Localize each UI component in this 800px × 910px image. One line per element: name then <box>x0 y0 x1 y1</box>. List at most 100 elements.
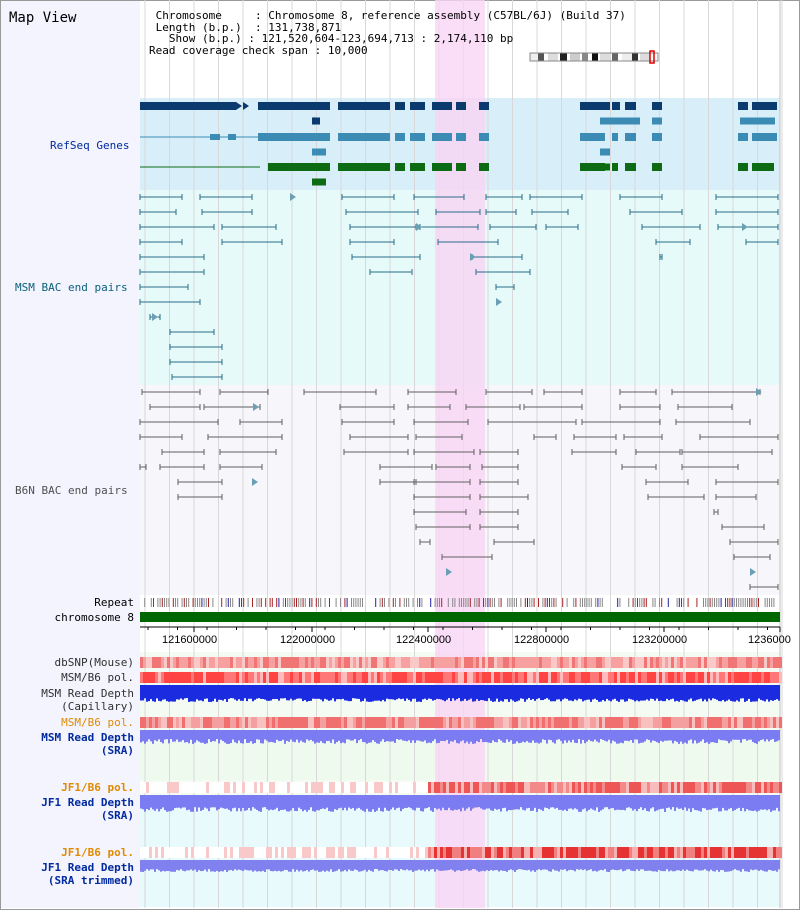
msm-depth-sra-bar <box>222 730 224 742</box>
jf1-b6-pol2-cell <box>227 847 230 858</box>
msm-b6-pol-cell <box>614 672 617 683</box>
repeat-mark <box>161 598 163 607</box>
dbsnp-cell <box>527 657 530 668</box>
repeat-mark <box>637 598 638 607</box>
jf1-b6-pol-cell <box>359 782 362 793</box>
msm-b6-pol-sra-label[interactable]: MSM/B6 pol. <box>61 716 134 729</box>
jf1-b6-pol-cell <box>380 782 383 793</box>
jf1-b6-pol2-cell <box>713 847 716 858</box>
jf1-depth-trim-bar <box>454 860 456 872</box>
msm-read-depth-capillary-label[interactable]: MSM Read Depth (Capillary) <box>41 687 134 713</box>
jf1-b6-pol-cell <box>506 782 509 793</box>
jf1-depth-trim-bar <box>386 860 388 872</box>
msm-depth-capillary-bar <box>408 685 410 700</box>
msm-b6-pol-cell <box>227 672 230 683</box>
jf1-depth-trim-bar <box>384 860 386 871</box>
msm-depth-capillary-bar <box>510 685 512 700</box>
msm-b6-pol-cell <box>173 672 176 683</box>
msm-b6-pol-cell <box>650 672 653 683</box>
msm-depth-sra-bar <box>294 730 296 743</box>
msm-b6-pol-cell <box>518 672 521 683</box>
msm-depth-sra-bar <box>232 730 234 740</box>
bac-end-arrow <box>496 298 502 306</box>
msm-depth-sra-bar <box>340 730 342 744</box>
msm-depth-sra-bar <box>346 730 348 740</box>
msm-depth-capillary-bar <box>674 685 676 702</box>
jf1-b6-pol-cell <box>401 782 404 793</box>
msm-depth-capillary-bar <box>396 685 398 700</box>
msm-b6-pol-cell <box>509 672 512 683</box>
jf1-depth-sra-bar <box>550 795 552 808</box>
msm-b6-pol-cell <box>671 672 674 683</box>
jf1-read-depth-sra-label[interactable]: JF1 Read Depth (SRA) <box>41 796 134 822</box>
jf1-b6-pol-label[interactable]: JF1/B6 pol. <box>61 781 134 794</box>
msm-b6-pol-cell <box>533 672 536 683</box>
msm-depth-sra-bar <box>240 730 242 744</box>
jf1-b6-pol2-cell <box>779 847 782 858</box>
msm-b6-pol2-cell <box>395 717 398 728</box>
repeat-mark <box>344 598 346 607</box>
msm-depth-capillary-bar <box>430 685 432 700</box>
msm-depth-sra-bar <box>376 730 378 744</box>
jf1-depth-sra-bar <box>430 795 432 811</box>
jf1-depth-trim-bar <box>570 860 572 870</box>
b6n-bac-end-pairs-label[interactable]: B6N BAC end pairs <box>15 484 128 497</box>
msm-depth-sra-bar <box>374 730 376 742</box>
jf1-depth-sra-bar <box>584 795 586 809</box>
jf1-depth-sra-bar <box>588 795 590 810</box>
msm-b6-pol-cell <box>689 672 692 683</box>
msm-b6-pol2-cell <box>572 717 575 728</box>
repeat-mark <box>463 598 465 607</box>
msm-b6-pol2-cell <box>188 717 191 728</box>
msm-b6-pol-cell <box>725 672 728 683</box>
msm-b6-pol2-cell <box>242 717 245 728</box>
msm-b6-pol2-cell <box>746 717 749 728</box>
jf1-depth-trim-bar <box>558 860 560 872</box>
msm-b6-pol-cell <box>278 672 281 683</box>
jf1-depth-sra-bar <box>278 795 280 812</box>
jf1-depth-sra-bar <box>756 795 758 812</box>
repeat-mark <box>544 598 546 607</box>
repeat-mark <box>681 598 682 607</box>
msm-depth-capillary-bar <box>350 685 352 702</box>
msm-depth-capillary-bar <box>160 685 162 702</box>
jf1-b6-pol-cell <box>374 782 377 793</box>
msm-depth-capillary-bar <box>750 685 752 702</box>
jf1-b6-pol-cell <box>626 782 629 793</box>
msm-bac-end-pairs-label[interactable]: MSM BAC end pairs <box>15 281 128 294</box>
jf1-depth-sra-bar <box>364 795 366 812</box>
msm-depth-capillary-bar <box>578 685 580 699</box>
jf1-b6-pol-trimmed-label[interactable]: JF1/B6 pol. <box>61 846 134 859</box>
jf1-b6-pol-cell <box>680 782 683 793</box>
jf1-depth-trim-bar <box>356 860 358 871</box>
msm-read-depth-sra-label[interactable]: MSM Read Depth (SRA) <box>41 731 134 757</box>
jf1-depth-trim-bar <box>694 860 696 870</box>
repeat-mark <box>487 598 489 607</box>
msm-b6-pol-cell <box>353 672 356 683</box>
msm-b6-pol-cell <box>242 672 245 683</box>
axis-tick-label: 121600000 <box>162 634 217 646</box>
msm-b6-pol-cell <box>380 672 383 683</box>
refseq-gene-block <box>600 148 610 156</box>
jf1-depth-trim-bar <box>296 860 298 870</box>
msm-b6-pol-cell <box>458 672 461 683</box>
msm-b6-pol2-cell <box>200 717 203 728</box>
msm-depth-sra-bar <box>660 730 662 741</box>
jf1-depth-trim-bar <box>336 860 338 871</box>
jf1-b6-pol-cell <box>440 782 443 793</box>
refseq-genes-label[interactable]: RefSeq Genes <box>50 139 130 152</box>
msm-depth-sra-bar <box>642 730 644 743</box>
jf1-b6-pol2-cell <box>428 847 431 858</box>
msm-depth-capillary-bar <box>490 685 492 701</box>
msm-b6-pol-label[interactable]: MSM/B6 pol. <box>61 671 134 684</box>
msm-b6-pol2-cell <box>389 717 392 728</box>
dbsnp-label[interactable]: dbSNP(Mouse) <box>54 656 134 669</box>
msm-depth-sra-bar <box>540 730 542 743</box>
jf1-read-depth-trimmed-label[interactable]: JF1 Read Depth (SRA trimmed) <box>41 861 134 887</box>
jf1-depth-trim-bar <box>376 860 378 870</box>
msm-depth-capillary-bar <box>248 685 250 699</box>
jf1-b6-pol-cell <box>164 782 167 793</box>
refseq-gene-block <box>395 133 405 141</box>
jf1-depth-trim-bar <box>242 860 244 872</box>
refseq-gene-block <box>752 163 774 171</box>
